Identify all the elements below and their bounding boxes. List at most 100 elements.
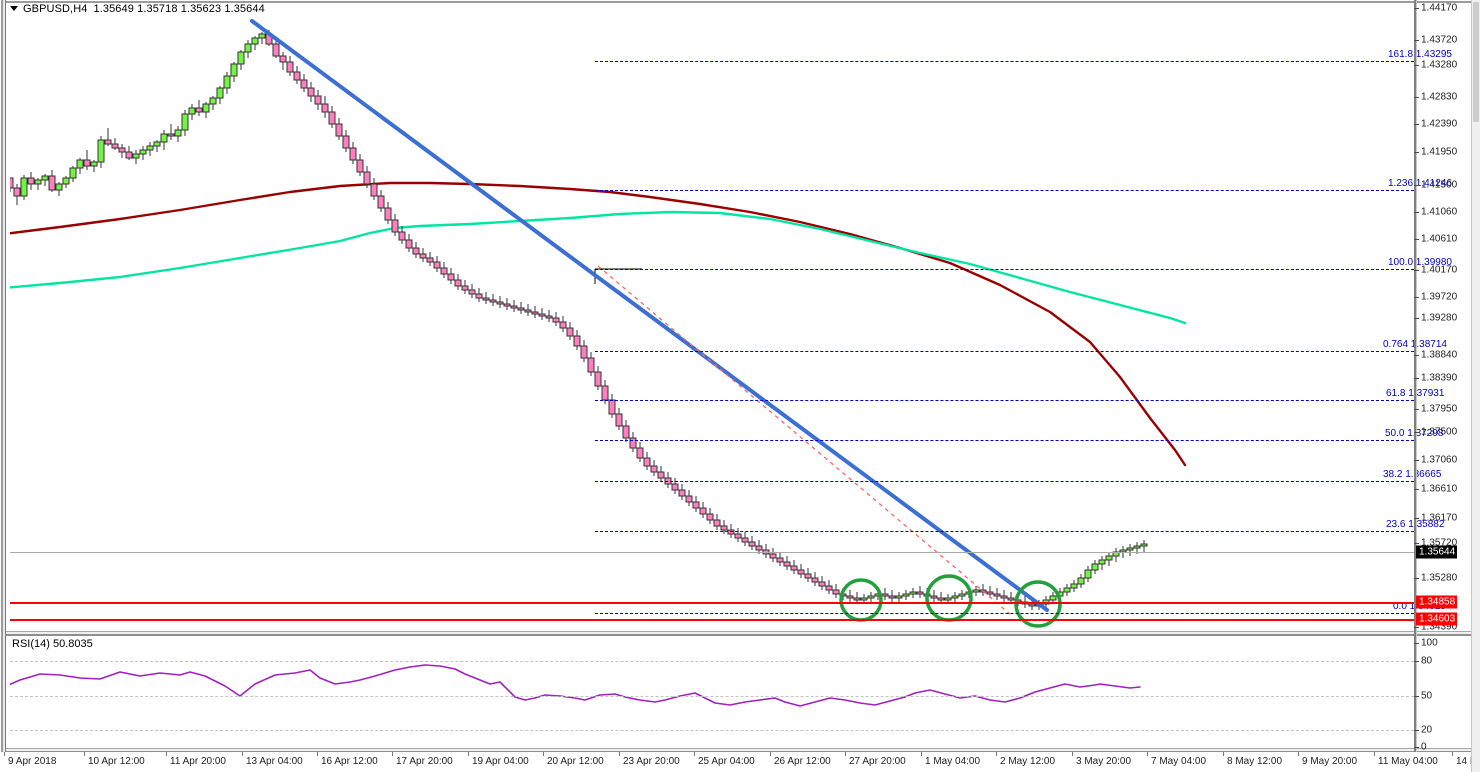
price-chart-pane[interactable]	[10, 14, 1414, 631]
candle-body	[804, 573, 812, 579]
candle-body	[118, 147, 126, 153]
candle-body	[776, 557, 784, 563]
candle-body	[27, 177, 35, 185]
candle-body	[937, 597, 945, 601]
candle-body	[860, 597, 868, 601]
rsi-chart-pane[interactable]	[10, 637, 1414, 752]
candle-body	[251, 37, 259, 45]
candle-body	[468, 289, 476, 295]
candle-body	[426, 257, 434, 263]
candle-body	[902, 593, 910, 597]
trendline-red-dashed[interactable]	[597, 265, 1011, 615]
window-left-border	[0, 0, 6, 772]
candle-body	[538, 313, 546, 317]
candle-body	[622, 425, 630, 439]
candle-body	[146, 145, 154, 151]
rsi-indicator-label: RSI(14) 50.8035	[12, 638, 93, 650]
candle-body	[748, 541, 756, 547]
time-scale-axis[interactable]: 9 Apr 2018 10 Apr 12:00 11 Apr 20:00 13 Apr…	[0, 752, 1480, 772]
candle-body	[832, 589, 840, 595]
candle-body	[608, 399, 616, 415]
time-axis-label: 25 Apr 04:00	[698, 756, 755, 767]
time-axis-label: 7 May 04:00	[1151, 756, 1207, 767]
candle-body	[10, 177, 14, 189]
price-tick	[1414, 185, 1419, 186]
rsi-tick	[1414, 643, 1419, 644]
time-axis-label: 16 Apr 12:00	[321, 756, 378, 767]
price-tick	[1414, 40, 1419, 41]
rsi-tick-label: 80	[1421, 655, 1433, 667]
candle-body	[202, 103, 210, 113]
trendline-blue[interactable]	[250, 19, 1049, 612]
candle-body	[370, 183, 378, 197]
vertical-scrollbar[interactable]	[1471, 0, 1480, 772]
price-tick-label: 1.35280	[1421, 572, 1458, 584]
time-axis-tick	[1298, 752, 1299, 756]
price-tick	[1414, 152, 1419, 153]
candle-body	[825, 585, 833, 591]
pane-separator[interactable]	[6, 631, 1472, 636]
candle-body	[545, 315, 553, 319]
price-tick-label: 1.37500	[1421, 426, 1458, 438]
price-tick-label: 1.36610	[1421, 483, 1458, 495]
time-axis-tick	[84, 752, 85, 756]
lower-support-line[interactable]	[10, 619, 1414, 621]
candle-body	[1105, 555, 1113, 561]
price-tick-label: 1.36170	[1421, 512, 1458, 524]
time-axis-tick	[1223, 752, 1224, 756]
scrollbar-thumb[interactable]	[1473, 2, 1479, 122]
upper-support-line[interactable]	[10, 602, 1414, 604]
price-tick-label: 1.41500	[1421, 179, 1458, 191]
fib-level-line	[595, 351, 1414, 352]
time-axis-tick	[242, 752, 243, 756]
time-axis-tick	[468, 752, 469, 756]
time-axis-label: 1 May 04:00	[925, 756, 981, 767]
time-axis-label: 9 Apr 2018	[8, 756, 57, 767]
support-price-tag: 1.34603	[1416, 612, 1458, 626]
time-axis-label: 19 Apr 04:00	[472, 756, 529, 767]
candle-body	[1049, 595, 1057, 601]
price-scale-axis[interactable]: 1.44170 1.43720 1.43280 1.42830 1.42390 1.419…	[1414, 0, 1472, 753]
candle-body	[727, 529, 735, 535]
candle-body	[811, 577, 819, 583]
candle-body	[279, 55, 287, 63]
candle-body	[307, 87, 315, 97]
rsi-line	[10, 664, 1141, 707]
candle-body	[356, 159, 364, 173]
candle-body	[881, 593, 889, 597]
candle-body	[685, 495, 693, 503]
candle-body	[1126, 547, 1134, 551]
candle-body	[216, 87, 224, 99]
price-tick	[1414, 578, 1419, 579]
price-tick	[1414, 432, 1419, 433]
candle-body	[48, 175, 56, 191]
symbol-label: GBPUSD,H4	[23, 3, 88, 15]
time-axis-label: 3 May 20:00	[1076, 756, 1132, 767]
support-touch-3[interactable]	[1014, 580, 1062, 628]
candlestick-series	[10, 30, 1148, 610]
candle-body	[433, 261, 441, 269]
candle-body	[951, 595, 959, 599]
price-tick-label: 1.44170	[1421, 2, 1458, 14]
price-tick-label: 1.43720	[1421, 34, 1458, 46]
price-tick-label: 1.41060	[1421, 206, 1458, 218]
candle-body	[258, 33, 266, 39]
candle-body	[846, 595, 854, 599]
candle-body	[69, 167, 77, 179]
rsi-tick-label: 0	[1421, 741, 1427, 753]
candle-body	[293, 71, 301, 81]
price-tick	[1414, 97, 1419, 98]
scale-axis-line	[1414, 0, 1417, 752]
candle-body	[153, 141, 161, 147]
candle-body	[489, 299, 497, 303]
collapse-triangle-icon[interactable]	[10, 5, 18, 11]
candle-body	[447, 273, 455, 281]
candle-body	[496, 301, 504, 305]
time-axis-tick	[543, 752, 544, 756]
rsi-tick-label: 20	[1421, 724, 1433, 736]
candle-body	[454, 279, 462, 287]
candle-body	[657, 471, 665, 479]
candle-body	[405, 239, 413, 249]
candle-body	[328, 111, 336, 125]
candle-body	[944, 597, 952, 601]
